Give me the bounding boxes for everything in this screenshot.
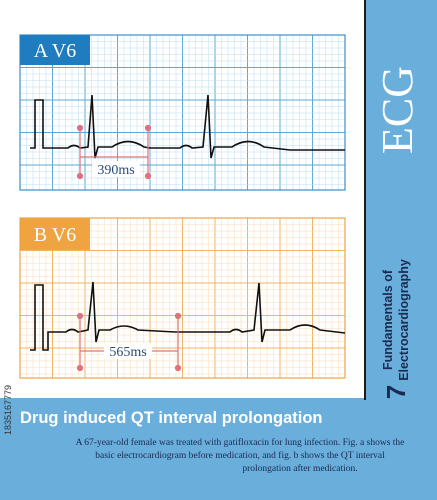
title: Drug induced QT interval prolongation (20, 409, 323, 427)
dot (76, 312, 84, 320)
label-bg (92, 161, 140, 177)
dot (174, 312, 182, 320)
label-box-a (20, 35, 90, 65)
series-number: 7 (381, 385, 411, 399)
bottom-panel (0, 398, 437, 500)
series-title: Fundamentals of Electrocardiography (381, 259, 411, 381)
frame-b (19, 217, 346, 379)
dot (174, 364, 182, 372)
ecg-trace-a (30, 94, 345, 159)
dot (76, 124, 84, 132)
topic: ECG (373, 66, 422, 154)
dot (76, 364, 84, 372)
label-bg (104, 343, 152, 359)
caption-line: basic electrocardiogram before medicatio… (95, 450, 385, 461)
dot (144, 124, 152, 132)
grid-b (19, 217, 346, 378)
interval-b: 565ms (109, 345, 146, 360)
label-box-b (20, 218, 90, 250)
measure-a (76, 124, 152, 180)
ecg-trace-b (30, 281, 346, 351)
dot (144, 172, 152, 180)
frame-a (19, 34, 346, 191)
interval-a: 390ms (97, 163, 134, 178)
series-title-line: Fundamentals of (381, 269, 395, 370)
series-title-line: Electrocardiography (397, 259, 411, 381)
label-a: A V6 (34, 40, 76, 62)
caption-line: prolongation after medication. (242, 463, 357, 474)
label-b: B V6 (34, 224, 76, 246)
caption-line: A 67-year-old female was treated with ga… (76, 437, 405, 448)
dot (76, 172, 84, 180)
image-id: 1835167779 (3, 385, 13, 435)
